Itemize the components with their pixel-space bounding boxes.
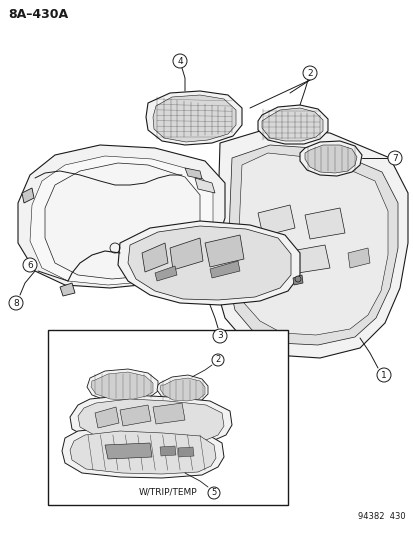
Polygon shape <box>257 105 327 144</box>
Polygon shape <box>178 447 194 457</box>
Polygon shape <box>204 235 243 267</box>
Circle shape <box>212 329 226 343</box>
Polygon shape <box>105 443 152 459</box>
Polygon shape <box>261 108 322 141</box>
Polygon shape <box>18 145 224 288</box>
Circle shape <box>23 258 37 272</box>
Circle shape <box>387 151 401 165</box>
Text: 2: 2 <box>306 69 312 77</box>
Polygon shape <box>118 221 299 305</box>
Text: 8: 8 <box>13 298 19 308</box>
Polygon shape <box>60 283 75 296</box>
Text: 6: 6 <box>27 261 33 270</box>
Text: 2: 2 <box>215 356 220 365</box>
Text: 5: 5 <box>211 489 216 497</box>
Polygon shape <box>292 275 302 285</box>
Polygon shape <box>159 446 176 456</box>
Polygon shape <box>154 266 177 281</box>
Polygon shape <box>237 153 387 335</box>
Polygon shape <box>304 208 344 239</box>
Text: 94382  430: 94382 430 <box>358 512 405 521</box>
Polygon shape <box>153 403 185 424</box>
Polygon shape <box>185 168 202 179</box>
Text: 8A–430A: 8A–430A <box>8 8 68 21</box>
Polygon shape <box>159 378 204 401</box>
Polygon shape <box>95 407 119 428</box>
Circle shape <box>302 66 316 80</box>
Polygon shape <box>22 188 34 203</box>
Polygon shape <box>142 243 168 272</box>
Polygon shape <box>78 399 223 443</box>
Polygon shape <box>304 145 356 173</box>
Polygon shape <box>228 145 397 345</box>
Text: W/TRIP/TEMP: W/TRIP/TEMP <box>138 488 197 497</box>
Text: 4: 4 <box>177 56 183 66</box>
Polygon shape <box>347 248 369 268</box>
Text: 7: 7 <box>391 154 397 163</box>
Polygon shape <box>146 91 242 145</box>
Polygon shape <box>62 427 223 478</box>
Text: 3: 3 <box>216 332 222 341</box>
Circle shape <box>173 54 187 68</box>
Polygon shape <box>209 261 240 278</box>
Polygon shape <box>45 163 199 279</box>
Text: 1: 1 <box>380 370 386 379</box>
Polygon shape <box>214 128 407 358</box>
Circle shape <box>211 354 223 366</box>
Polygon shape <box>157 375 207 403</box>
Polygon shape <box>299 141 361 176</box>
Circle shape <box>207 487 219 499</box>
Circle shape <box>9 296 23 310</box>
Polygon shape <box>128 226 290 300</box>
Polygon shape <box>170 238 202 270</box>
Polygon shape <box>70 431 216 474</box>
Polygon shape <box>195 178 214 193</box>
Polygon shape <box>257 205 294 236</box>
Polygon shape <box>279 245 329 275</box>
Polygon shape <box>30 156 212 285</box>
Circle shape <box>294 276 300 282</box>
Polygon shape <box>87 369 158 402</box>
Polygon shape <box>91 372 153 400</box>
FancyBboxPatch shape <box>48 330 287 505</box>
Polygon shape <box>153 95 235 142</box>
Circle shape <box>376 368 390 382</box>
Polygon shape <box>70 395 231 445</box>
Polygon shape <box>120 405 151 426</box>
